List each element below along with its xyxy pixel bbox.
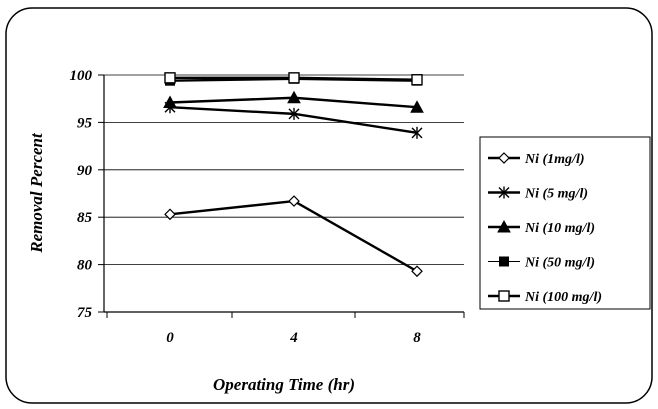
legend: Ni (1mg/l) Ni (5 mg/l) Ni (10 mg/l) Ni (50 … [488,152,602,305]
data-point [288,195,300,207]
legend-label: Ni (100 mg/l) [524,290,602,305]
x-tick-label: 8 [413,330,421,346]
data-point [499,256,509,267]
legend-entry: Ni (100 mg/l) [488,290,602,305]
x-axis-label: Operating Time (hr) [213,375,355,394]
data-point [164,72,176,84]
y-tick-label: 80 [77,258,93,274]
legend-label: Ni (1mg/l) [524,152,585,167]
y-tick-label: 75 [77,305,93,321]
legend-box [479,136,651,310]
y-tick-label: 95 [77,115,93,131]
series-5 [164,72,423,86]
data-point [288,72,300,84]
data-point [410,100,424,113]
legend-entry: Ni (10 mg/l) [488,219,595,236]
y-tick-label: 85 [77,210,93,226]
data-point [411,265,423,278]
series-group [163,72,424,278]
y-tick-label: 90 [77,163,93,179]
data-point [498,186,510,199]
data-point [411,74,423,86]
y-tick-label: 100 [70,68,93,84]
data-point [163,95,177,108]
legend-entry: Ni (1mg/l) [488,152,585,167]
y-axis-label: Removal Percent [27,132,46,254]
data-point [287,90,301,104]
data-point [411,126,423,139]
data-point [498,290,510,302]
data-point [164,208,176,221]
data-point [288,107,300,120]
legend-label: Ni (50 mg/l) [524,256,595,271]
legend-entry: Ni (50 mg/l) [488,256,595,271]
data-point [498,152,510,164]
series-1 [164,195,423,278]
x-tick-label: 0 [166,330,174,346]
legend-entry: Ni (5 mg/l) [488,186,588,202]
series-3 [163,90,424,113]
legend-label: Ni (5 mg/l) [524,187,588,202]
legend-label: Ni (10 mg/l) [524,221,595,236]
x-tick-group: 0 4 8 [106,312,465,346]
y-tick-group: 75 80 85 90 95 100 [70,68,104,321]
data-point [497,219,511,233]
x-tick-label: 4 [289,330,298,346]
